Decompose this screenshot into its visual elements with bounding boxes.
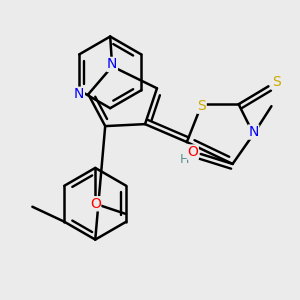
Text: O: O: [90, 197, 101, 211]
Text: O: O: [188, 145, 198, 159]
Text: H: H: [180, 154, 190, 166]
Text: S: S: [272, 75, 281, 89]
Text: N: N: [74, 87, 84, 101]
Text: S: S: [197, 99, 206, 113]
Text: N: N: [248, 125, 259, 139]
Text: N: N: [107, 57, 117, 71]
